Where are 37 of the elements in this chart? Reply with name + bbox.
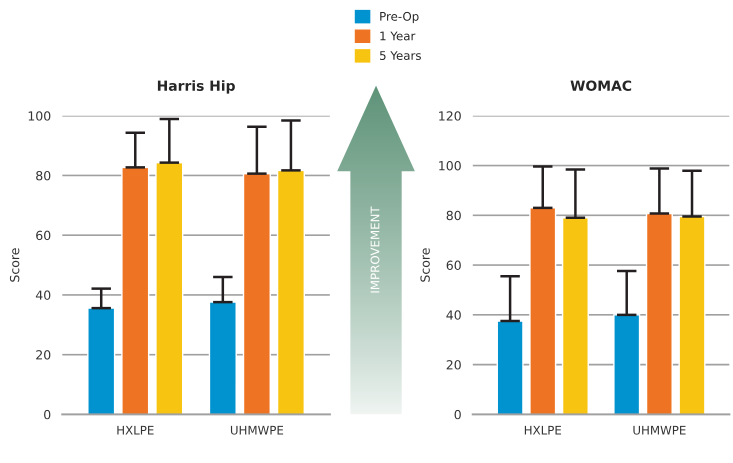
text: IMPROVEMENT bbox=[370, 206, 380, 293]
bar bbox=[529, 207, 556, 414]
y-tick-label: 40 bbox=[446, 310, 461, 320]
bar bbox=[496, 320, 524, 414]
bar bbox=[121, 166, 150, 414]
bar bbox=[646, 212, 673, 414]
y-tick-label: 40 bbox=[36, 290, 50, 300]
legend-label: 5 Years bbox=[380, 51, 421, 60]
chart-title: Harris Hip bbox=[158, 80, 235, 94]
bar bbox=[276, 170, 306, 414]
bar bbox=[678, 216, 706, 414]
y-tick-label: 60 bbox=[446, 260, 461, 270]
y-axis-title: Score bbox=[10, 248, 20, 282]
x-tick-label: UHMWPE bbox=[230, 426, 284, 435]
legend-label: Pre-Op bbox=[380, 12, 419, 24]
x-tick-label: HXLPE bbox=[117, 426, 154, 434]
y-tick-label: 80 bbox=[36, 170, 50, 180]
bar bbox=[208, 301, 237, 414]
y-tick-label: 0 bbox=[454, 410, 461, 420]
y-tick-label: 20 bbox=[446, 360, 461, 370]
bar bbox=[155, 162, 184, 414]
x-tick-label: HXLPE bbox=[524, 426, 562, 434]
y-tick-label: 120 bbox=[439, 111, 461, 121]
y-tick-label: 0 bbox=[44, 410, 50, 420]
x-tick-label: UHMWPE bbox=[633, 426, 686, 435]
bar bbox=[562, 217, 589, 414]
y-tick-label: 60 bbox=[36, 230, 50, 240]
y-tick-label: 100 bbox=[28, 111, 50, 121]
bar bbox=[613, 314, 640, 414]
y-tick-label: 20 bbox=[36, 350, 50, 360]
chart-title: WOMAC bbox=[570, 80, 632, 91]
bar bbox=[242, 172, 271, 414]
bar bbox=[87, 307, 116, 414]
y-tick-label: 100 bbox=[439, 160, 461, 170]
y-tick-label: 80 bbox=[446, 210, 461, 220]
y-axis-title: Score bbox=[420, 248, 430, 282]
legend-label: 1 Year bbox=[380, 32, 416, 40]
